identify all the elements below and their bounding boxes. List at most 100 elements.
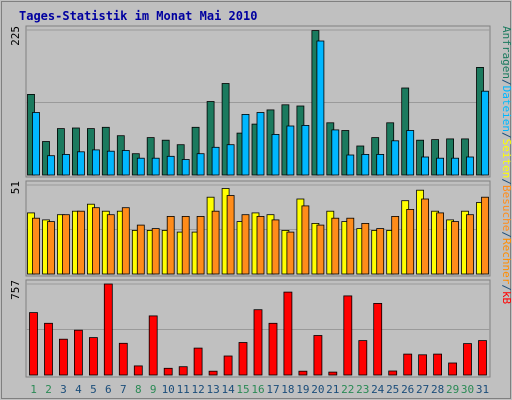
bar-kb-day-6 xyxy=(103,283,113,376)
bar-besuche-day-28 xyxy=(436,212,445,275)
bar-besuche-day-17 xyxy=(271,219,280,275)
bar-dateien-day-28 xyxy=(436,157,445,176)
day-label: 2 xyxy=(45,383,52,396)
legend-part: / xyxy=(500,79,512,86)
bar-besuche-day-19 xyxy=(301,205,310,275)
bar-kb-day-2 xyxy=(44,322,53,376)
panel-max-labels: 225 51 757 xyxy=(9,26,22,300)
bar-dateien-day-7 xyxy=(121,150,130,176)
bar-besuche-day-26 xyxy=(406,208,415,275)
bar-besuche-day-9 xyxy=(151,228,160,275)
bar-dateien-day-6 xyxy=(106,150,115,176)
chart-title: Tages-Statistik im Monat Mai 2010 xyxy=(19,9,257,23)
bar-besuche-day-20 xyxy=(316,224,325,275)
day-label: 27 xyxy=(416,383,429,396)
bar-dateien-day-21 xyxy=(331,129,340,176)
day-label: 4 xyxy=(75,383,82,396)
bar-dateien-day-4 xyxy=(77,151,85,176)
legend-part: / xyxy=(500,284,512,291)
legend-part: Besuche xyxy=(500,185,512,231)
bar-dateien-day-26 xyxy=(406,130,415,176)
bar-kb-day-20 xyxy=(313,335,323,376)
bar-dateien-day-22 xyxy=(346,154,355,176)
day-label: 7 xyxy=(120,383,127,396)
bar-besuche-day-6 xyxy=(106,214,115,275)
bar-kb-day-10 xyxy=(163,367,173,376)
panel-max-label: 225 xyxy=(9,26,22,46)
bar-kb-day-24 xyxy=(373,302,383,376)
bar-dateien-day-14 xyxy=(226,144,235,176)
bar-dateien-day-12 xyxy=(196,153,205,176)
bar-dateien-day-10 xyxy=(166,155,175,176)
bar-kb-day-28 xyxy=(433,353,443,376)
bar-dateien-day-17 xyxy=(271,133,280,176)
panel-volume xyxy=(25,279,491,378)
bar-dateien-day-23 xyxy=(361,153,370,176)
day-label: 13 xyxy=(206,383,219,396)
bar-besuche-day-4 xyxy=(77,210,85,275)
day-label: 17 xyxy=(266,383,279,396)
chart-panels xyxy=(25,25,491,378)
bar-besuche-day-11 xyxy=(181,215,190,275)
day-label: 30 xyxy=(461,383,474,396)
day-label: 9 xyxy=(150,383,157,396)
bar-kb-day-17 xyxy=(268,322,278,376)
day-label: 6 xyxy=(105,383,112,396)
bar-dateien-day-24 xyxy=(376,153,385,176)
bar-dateien-day-9 xyxy=(151,157,160,176)
day-axis-labels: 1 2 3 4 5 6 7 8 9 10 11 12 13 14 15 16 17 18 19 20 21 22 23 24 2… xyxy=(30,383,489,396)
day-label: 14 xyxy=(221,383,235,396)
bar-besuche-day-23 xyxy=(361,222,370,275)
legend-part: Rechner xyxy=(500,238,512,285)
bar-dateien-day-2 xyxy=(47,155,55,176)
day-label: 20 xyxy=(311,383,324,396)
bar-besuche-day-12 xyxy=(196,215,205,275)
panel-max-label: 51 xyxy=(9,181,22,194)
day-label: 8 xyxy=(135,383,142,396)
day-label: 19 xyxy=(296,383,309,396)
day-label: 18 xyxy=(281,383,294,396)
bar-besuche-day-24 xyxy=(376,228,385,275)
bar-besuche-day-3 xyxy=(62,214,70,275)
bar-kb-day-7 xyxy=(118,342,128,376)
day-label: 12 xyxy=(191,383,204,396)
legend-part: kB xyxy=(500,291,512,305)
day-label: 23 xyxy=(356,383,369,396)
bar-anfragen-day-29 xyxy=(446,138,455,176)
legend-part: / xyxy=(500,132,512,139)
bar-kb-day-3 xyxy=(59,338,68,376)
bar-besuche-day-18 xyxy=(286,231,295,275)
bar-besuche-day-29 xyxy=(451,221,460,275)
bar-besuche-day-13 xyxy=(211,210,220,275)
legend-part: Seiten xyxy=(500,139,512,179)
bar-kb-day-9 xyxy=(148,315,158,376)
panel-requests-files xyxy=(25,25,491,178)
bar-anfragen-day-12 xyxy=(191,126,200,176)
day-label: 28 xyxy=(431,383,444,396)
bar-besuche-day-27 xyxy=(421,198,430,275)
bar-kb-day-31 xyxy=(478,340,487,376)
day-label: 3 xyxy=(60,383,67,396)
bar-kb-day-4 xyxy=(74,329,83,376)
day-label: 15 xyxy=(236,383,249,396)
bar-kb-day-5 xyxy=(89,337,98,376)
day-label: 22 xyxy=(341,383,354,396)
panel-pages-visits xyxy=(25,180,491,277)
bar-besuche-day-5 xyxy=(92,207,100,275)
day-label: 29 xyxy=(446,383,459,396)
bar-anfragen-day-14 xyxy=(221,83,230,176)
bar-besuche-day-25 xyxy=(391,215,400,275)
legend-part: / xyxy=(500,178,512,185)
bar-dateien-day-11 xyxy=(181,159,190,176)
bar-anfragen-day-22 xyxy=(341,130,350,176)
bar-kb-day-27 xyxy=(418,354,428,376)
bar-dateien-day-8 xyxy=(136,157,145,176)
bar-anfragen-day-13 xyxy=(206,101,215,176)
bar-besuche-day-31 xyxy=(481,196,489,275)
bar-kb-day-16 xyxy=(253,309,263,376)
bar-dateien-day-3 xyxy=(62,153,70,176)
bar-besuche-day-30 xyxy=(466,214,474,275)
day-label: 25 xyxy=(386,383,399,396)
